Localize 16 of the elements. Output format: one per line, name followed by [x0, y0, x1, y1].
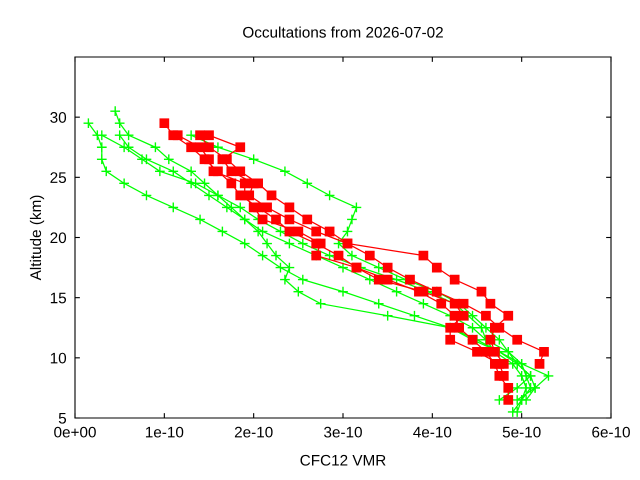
- y-tick-label: 25: [50, 172, 66, 184]
- x-tick-label: 1e-10: [146, 426, 184, 438]
- x-tick-label: 3e-10: [324, 426, 362, 438]
- x-tick-label: 4e-10: [413, 426, 452, 438]
- y-tick-label: 10: [50, 352, 66, 364]
- x-tick-label: 0e+00: [54, 426, 96, 438]
- x-tick-label: 6e-10: [592, 426, 630, 438]
- y-tick-label: 20: [50, 232, 66, 244]
- y-tick-label: 30: [50, 112, 66, 123]
- y-tick-label: 15: [50, 292, 66, 304]
- y-axis-title: Altitude (km): [30, 196, 44, 280]
- x-tick-label: 5e-10: [502, 426, 541, 438]
- x-axis-title: CFC12 VMR: [300, 454, 386, 466]
- x-tick-label: 2e-10: [234, 426, 273, 438]
- y-tick-label: 5: [58, 413, 66, 424]
- chart-title: Occultations from 2026-07-02: [243, 26, 443, 38]
